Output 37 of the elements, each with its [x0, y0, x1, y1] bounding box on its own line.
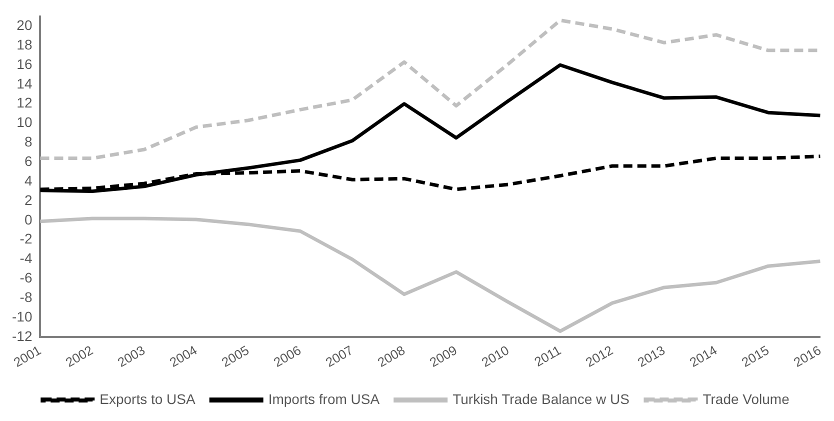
- x-tick-label: 2003: [114, 342, 148, 370]
- legend-label: Turkish Trade Balance w US: [452, 390, 630, 407]
- y-tick-label: -8: [20, 289, 32, 306]
- y-tick-label: -10: [12, 308, 32, 324]
- y-tick-label: -12: [12, 328, 32, 344]
- y-tick-label: -6: [20, 270, 32, 286]
- x-tick-label: 2007: [322, 342, 356, 370]
- y-tick-label: 18: [16, 36, 32, 52]
- y-tick-label: 10: [16, 114, 32, 130]
- y-tick-label: 12: [16, 94, 32, 111]
- x-tick-label: 2005: [218, 342, 252, 370]
- x-tick-label: 2009: [426, 342, 460, 370]
- y-tick-label: -4: [20, 250, 32, 266]
- y-tick-label: 20: [16, 16, 32, 33]
- x-tick-label: 2013: [634, 342, 668, 370]
- y-tick-label: 0: [24, 211, 32, 228]
- x-tick-label: 2008: [374, 342, 408, 370]
- x-tick-label: 2001: [10, 342, 44, 370]
- x-tick-label: 2004: [166, 342, 200, 370]
- y-tick-label: -2: [20, 230, 32, 247]
- legend-label: Trade Volume: [702, 390, 790, 407]
- y-tick-label: 4: [24, 172, 32, 188]
- x-tick-label: 2015: [738, 342, 772, 370]
- x-tick-label: 2010: [478, 342, 512, 370]
- x-tick-label: 2014: [686, 342, 720, 370]
- x-tick-label: 2012: [582, 342, 616, 370]
- legend-label: Imports from USA: [268, 390, 380, 407]
- x-tick-label: 2011: [532, 342, 564, 370]
- legend-label: Exports to USA: [100, 390, 196, 407]
- x-tick-label: 2006: [270, 342, 304, 370]
- x-tick-label: 2016: [790, 342, 824, 370]
- x-tick-label: 2002: [62, 342, 96, 370]
- y-tick-label: 2: [24, 192, 32, 208]
- y-tick-label: 16: [16, 56, 32, 72]
- y-tick-label: 14: [16, 75, 32, 92]
- y-tick-label: 6: [24, 153, 32, 169]
- y-tick-label: 8: [24, 134, 32, 150]
